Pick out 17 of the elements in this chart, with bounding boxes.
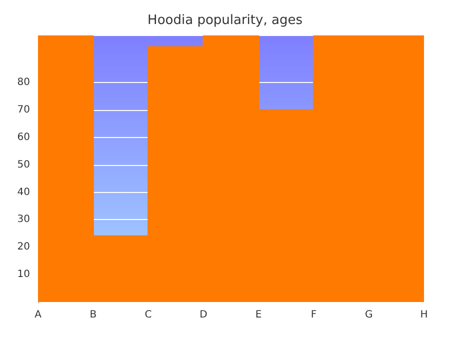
y-tick-label: 40 xyxy=(17,186,30,198)
x-tick-label: G xyxy=(364,310,373,320)
y-tick-label: 70 xyxy=(17,104,30,116)
y-tick-label: 80 xyxy=(17,77,30,88)
y-tick-label: 20 xyxy=(17,242,30,253)
x-tick-label: E xyxy=(255,310,262,320)
chart-title: Hoodia popularity, ages xyxy=(148,13,303,28)
x-tick-label: C xyxy=(144,310,152,320)
y-tick-label: 30 xyxy=(17,214,30,226)
x-tick-label: B xyxy=(90,310,97,320)
y-tick-label: 10 xyxy=(17,269,30,280)
x-tick-label: D xyxy=(200,310,208,320)
x-tick-label: H xyxy=(420,310,428,320)
y-tick-label: 60 xyxy=(17,132,30,143)
y-tick-label: 50 xyxy=(17,159,30,170)
x-tick-label: A xyxy=(34,310,42,320)
x-tick-label: F xyxy=(310,310,317,320)
